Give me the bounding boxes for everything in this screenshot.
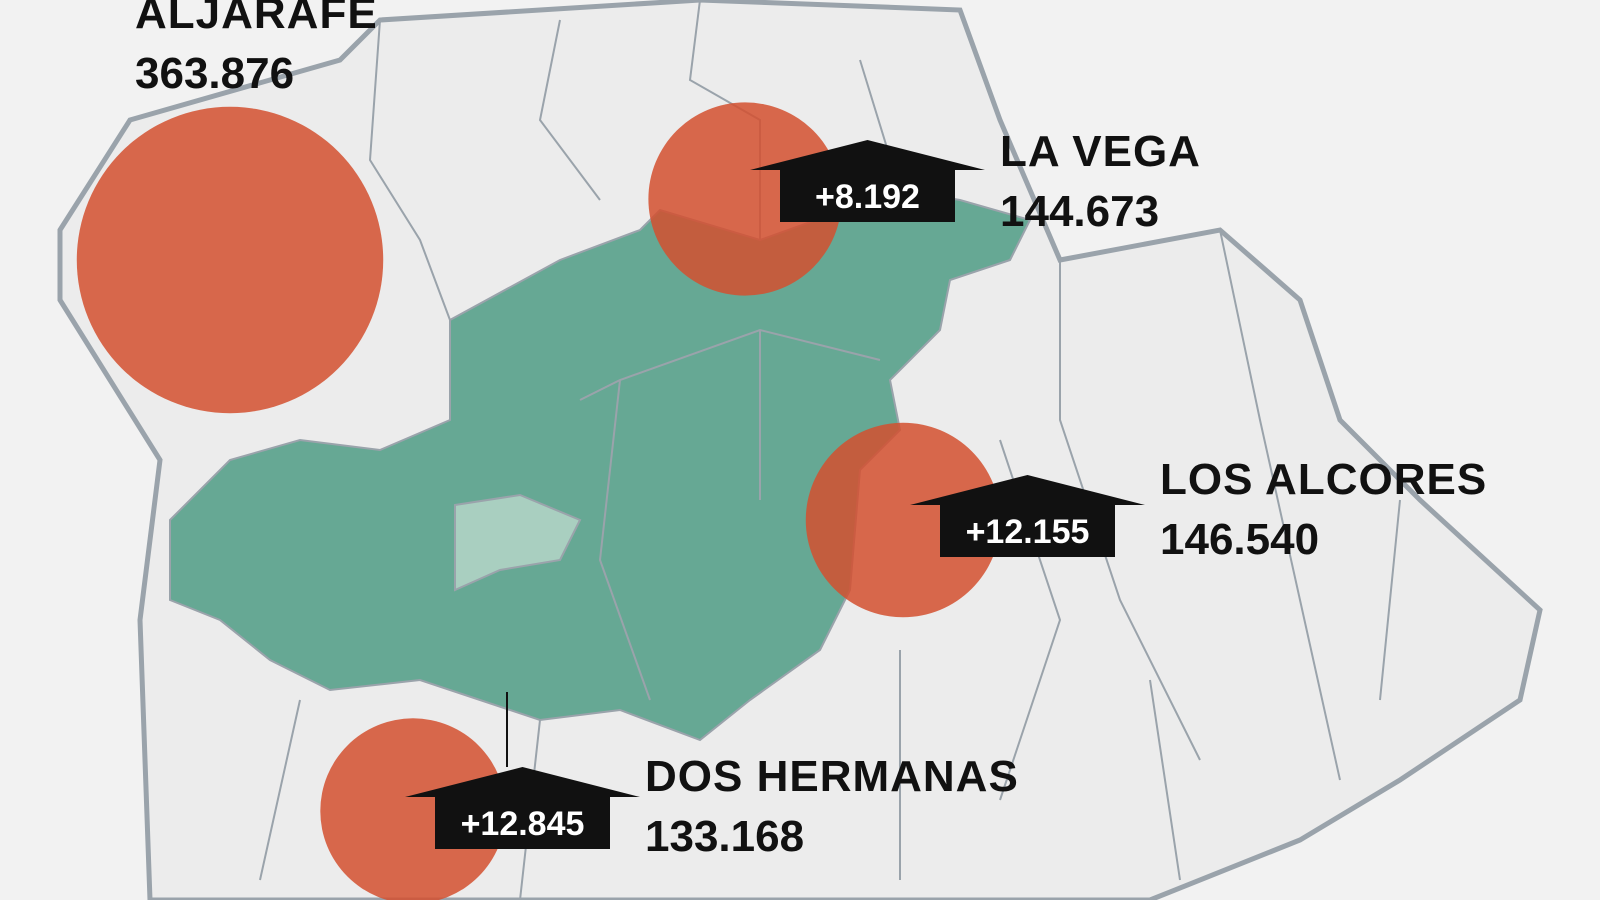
region-name: DOS HERMANAS <box>645 752 1019 801</box>
city <box>454 493 582 592</box>
region-name: ALJARAFE <box>135 0 378 38</box>
arrow-roof <box>750 140 985 170</box>
population-circle <box>805 422 1001 618</box>
region-increase: +12.845 <box>461 805 585 843</box>
arrow-roof <box>910 475 1145 505</box>
province-shape <box>57 0 1543 900</box>
region-name: LOS ALCORES <box>1160 455 1487 504</box>
metro-area <box>169 188 1032 742</box>
arrow-body <box>940 505 1115 557</box>
region-population: 146.540 <box>1160 515 1319 564</box>
arrow-body <box>780 170 955 222</box>
overlay: ALJARAFE 363.876 LA VEGA 144.673 +8.192 LOS A… <box>76 0 1487 900</box>
region-name: LA VEGA <box>1000 127 1201 176</box>
arrow-body <box>435 797 610 849</box>
region-population: 144.673 <box>1000 187 1159 236</box>
circles <box>76 102 1001 900</box>
arrow-roof <box>405 767 640 797</box>
region-population: 363.876 <box>135 49 294 98</box>
region-increase: +8.192 <box>815 178 920 216</box>
population-circle <box>648 102 842 296</box>
region-population: 133.168 <box>645 812 804 861</box>
population-circle <box>320 718 506 900</box>
population-circle <box>76 106 384 414</box>
region-increase: +12.155 <box>966 513 1090 551</box>
labels: ALJARAFE 363.876 LA VEGA 144.673 +8.192 LOS A… <box>135 0 1487 861</box>
